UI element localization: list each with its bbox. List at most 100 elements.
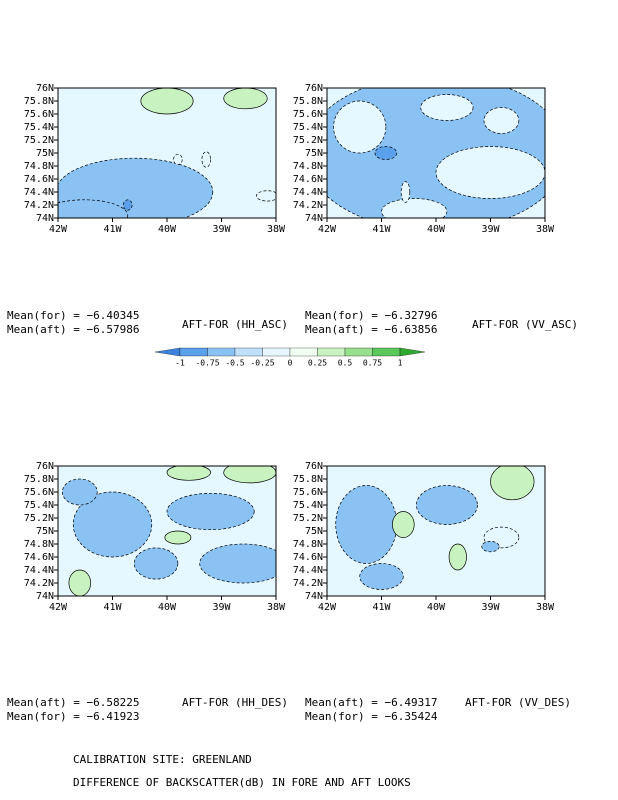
contour-region bbox=[173, 153, 183, 166]
contour-region bbox=[381, 198, 448, 218]
colorbar-cell bbox=[154, 347, 181, 357]
contour-field bbox=[58, 466, 276, 596]
y-tick-label: 75N bbox=[36, 148, 54, 159]
mean-line: Mean(aft) = −6.58225 bbox=[7, 696, 139, 709]
x-tick-label: 39W bbox=[481, 224, 500, 235]
panel-title: AFT-FOR (HH_ASC) bbox=[182, 318, 288, 331]
y-tick-label: 75.2N bbox=[293, 135, 323, 146]
contour-region bbox=[435, 146, 545, 199]
contour-region bbox=[62, 478, 98, 506]
colorbar-cell bbox=[179, 347, 208, 357]
x-tick-label: 39W bbox=[212, 224, 231, 235]
contour-region bbox=[374, 146, 398, 160]
y-tick-label: 75.2N bbox=[24, 513, 54, 524]
colorbar-cell bbox=[372, 347, 401, 357]
contour-region bbox=[166, 466, 211, 481]
panel-title: AFT-FOR (HH_DES) bbox=[182, 696, 288, 709]
y-tick-label: 75.4N bbox=[293, 500, 323, 511]
y-tick-label: 74.6N bbox=[293, 174, 323, 185]
y-tick-label: 75.8N bbox=[293, 96, 323, 107]
x-tick-label: 39W bbox=[481, 602, 500, 613]
mean-line: Mean(for) = −6.41923 bbox=[7, 710, 139, 723]
contour-region bbox=[223, 88, 268, 110]
contour-region bbox=[420, 94, 474, 121]
y-tick-label: 74N bbox=[36, 213, 54, 224]
y-tick-label: 74.4N bbox=[293, 187, 323, 198]
y-tick-label: 75.6N bbox=[24, 109, 54, 120]
y-tick-label: 74.2N bbox=[293, 578, 323, 589]
y-tick-label: 76N bbox=[305, 461, 323, 472]
contour-region bbox=[416, 485, 478, 525]
y-tick-label: 75.2N bbox=[293, 513, 323, 524]
y-tick-label: 75.8N bbox=[24, 474, 54, 485]
y-tick-label: 74.6N bbox=[24, 174, 54, 185]
contour-region bbox=[400, 181, 411, 203]
x-tick-label: 42W bbox=[49, 602, 68, 613]
y-tick-label: 74.8N bbox=[293, 539, 323, 550]
x-tick-label: 39W bbox=[212, 602, 231, 613]
contour-region bbox=[199, 543, 276, 584]
x-tick-label: 41W bbox=[103, 224, 122, 235]
contour-region bbox=[448, 543, 467, 571]
mean-line: Mean(aft) = −6.49317 bbox=[305, 696, 437, 709]
x-tick-label: 41W bbox=[372, 224, 391, 235]
colorbar-label: 0.5 bbox=[338, 359, 353, 368]
colorbar-label: 0 bbox=[288, 359, 293, 368]
mean-line: Mean(aft) = −6.63856 bbox=[305, 323, 437, 336]
mean-line: Mean(for) = −6.35424 bbox=[305, 710, 438, 723]
contour-region bbox=[483, 107, 520, 134]
x-tick-label: 38W bbox=[536, 602, 555, 613]
x-tick-label: 41W bbox=[103, 602, 122, 613]
colorbar-cell bbox=[289, 347, 318, 357]
footer-line: DIFFERENCE OF BACKSCATTER(dB) IN FORE AN… bbox=[73, 776, 411, 789]
y-tick-label: 75.4N bbox=[24, 500, 54, 511]
y-tick-label: 75.8N bbox=[293, 474, 323, 485]
mean-line: Mean(aft) = −6.57986 bbox=[7, 323, 139, 336]
contour-region bbox=[68, 569, 92, 596]
x-tick-label: 38W bbox=[536, 224, 555, 235]
y-tick-label: 75N bbox=[305, 526, 323, 537]
colorbar-label: -1 bbox=[175, 359, 185, 368]
y-tick-label: 75.8N bbox=[24, 96, 54, 107]
colorbar-label: 1 bbox=[398, 359, 403, 368]
y-tick-label: 74N bbox=[36, 591, 54, 602]
x-tick-label: 40W bbox=[158, 602, 177, 613]
contour-region bbox=[140, 88, 194, 115]
colorbar-cell bbox=[317, 347, 346, 357]
contour-region bbox=[481, 541, 500, 553]
x-tick-label: 40W bbox=[158, 224, 177, 235]
y-tick-label: 75.2N bbox=[24, 135, 54, 146]
y-tick-label: 74N bbox=[305, 591, 323, 602]
contour-region bbox=[392, 511, 415, 538]
y-tick-label: 74.6N bbox=[293, 552, 323, 563]
colorbar-cell bbox=[207, 347, 236, 357]
colorbar-label: 0.25 bbox=[308, 359, 327, 368]
contour-field bbox=[327, 88, 545, 218]
panel-title: AFT-FOR (VV_ASC) bbox=[472, 318, 578, 331]
contour-region bbox=[58, 199, 129, 218]
contour-region bbox=[333, 100, 387, 154]
y-tick-label: 74.2N bbox=[24, 200, 54, 211]
contour-region bbox=[201, 151, 211, 168]
contour-field bbox=[327, 466, 545, 596]
y-tick-label: 75.6N bbox=[24, 487, 54, 498]
colorbar-label: 0.75 bbox=[363, 359, 382, 368]
x-tick-label: 42W bbox=[318, 224, 337, 235]
y-tick-label: 75N bbox=[36, 526, 54, 537]
contour-region bbox=[164, 530, 192, 545]
y-tick-label: 76N bbox=[36, 461, 54, 472]
colorbar-cell bbox=[344, 347, 373, 357]
colorbar-label: -0.5 bbox=[225, 359, 244, 368]
mean-line: Mean(for) = −6.32796 bbox=[305, 309, 437, 322]
y-tick-label: 74.8N bbox=[24, 539, 54, 550]
colorbar-cell bbox=[399, 347, 426, 357]
y-tick-label: 75.6N bbox=[293, 109, 323, 120]
footer-line: CALIBRATION SITE: GREENLAND bbox=[73, 753, 252, 766]
y-tick-label: 74.8N bbox=[293, 161, 323, 172]
y-tick-label: 75.6N bbox=[293, 487, 323, 498]
contour-field bbox=[58, 88, 276, 218]
y-tick-label: 74.2N bbox=[24, 578, 54, 589]
y-tick-label: 75.4N bbox=[293, 122, 323, 133]
colorbar-cell bbox=[234, 347, 263, 357]
